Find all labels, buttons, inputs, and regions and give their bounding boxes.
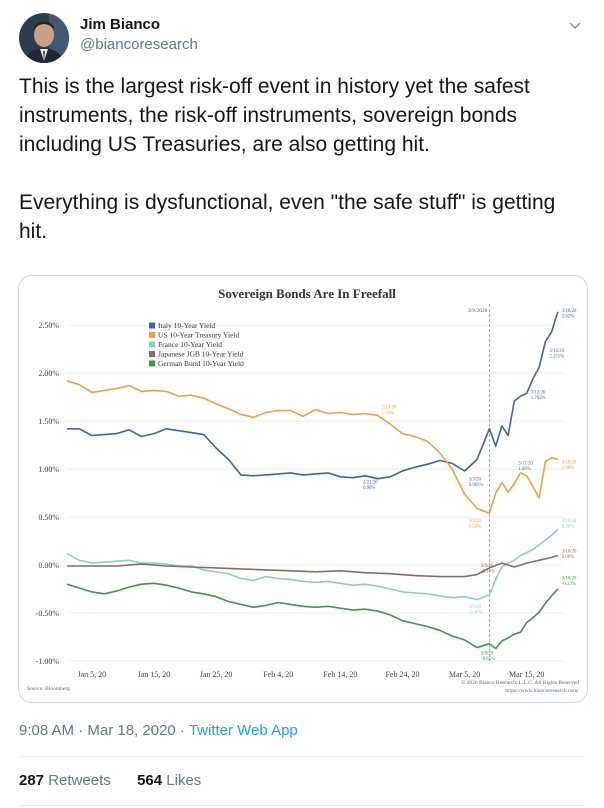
x-tick-label: Feb 14, 20 — [323, 670, 357, 679]
data-label: 3/9/20 -0.85% — [481, 651, 495, 662]
chart-url: https://www.biancoresearch.com/ — [505, 688, 579, 694]
divider — [19, 805, 585, 806]
data-label: 2/21/20 0.90% — [363, 481, 378, 492]
event-marker-label: 3/9/2020 — [468, 308, 488, 314]
avatar-image — [19, 13, 69, 63]
series-line-us — [66, 380, 559, 514]
y-tick-label: 0.50% — [38, 513, 59, 522]
x-tick-label: Mar 5, 20 — [449, 670, 480, 679]
y-tick-label: -1.00% — [36, 657, 60, 666]
legend-swatch — [149, 341, 155, 348]
retweets-label: Retweets — [48, 772, 111, 789]
likes-count: 564 — [137, 772, 163, 789]
chart-source: Source: Bloomberg — [27, 686, 70, 692]
data-label: 3/3/20 0.985% — [469, 478, 484, 489]
source-app-link[interactable]: Twitter Web App — [188, 722, 298, 739]
x-tick-label: Jan 5, 20 — [78, 670, 107, 679]
data-label: 3/18/20 2.62% — [562, 309, 577, 320]
y-tick-label: 0.00% — [38, 561, 59, 570]
likes-stat[interactable]: 564 Likes — [137, 772, 201, 789]
author-name[interactable]: Jim Bianco — [80, 16, 161, 33]
timestamp[interactable]: 9:08 AM · Mar 18, 2020 — [19, 722, 176, 739]
legend-entry: Japanese JGB 10-Year Yield — [158, 350, 244, 359]
y-tick-label: 1.50% — [38, 417, 59, 426]
chevron-down-icon[interactable] — [568, 18, 582, 32]
tweet-text: This is the largest risk-off event in hi… — [19, 75, 556, 243]
data-label: 3/16/20 2.155% — [549, 349, 564, 360]
legend-swatch — [149, 360, 155, 367]
tweet-meta: 9:08 AM · Mar 18, 2020 · Twitter Web App — [19, 722, 298, 739]
tweet-stats: 287 Retweets 564 Likes — [19, 772, 201, 789]
x-tick-label: Feb 4, 20 — [263, 670, 293, 679]
series-line-france — [66, 529, 559, 601]
legend-entry: German Bund 10-Year Yield — [158, 359, 244, 368]
y-tick-label: 2.00% — [38, 369, 59, 378]
x-tick-label: Jan 25, 20 — [200, 670, 233, 679]
retweets-stat[interactable]: 287 Retweets — [19, 772, 111, 789]
legend-swatch — [149, 322, 155, 329]
bond-yield-chart: Sovereign Bonds Are In Freefall 2.50% 2.0… — [27, 286, 579, 694]
data-label: 3/18/20 -0.33% — [562, 576, 577, 587]
legend-entry: Italy 10-Year Yield — [158, 321, 216, 330]
likes-label: Likes — [166, 772, 202, 789]
legend-entry: US 10-Year Treasury Yield — [158, 331, 240, 340]
divider — [19, 756, 585, 757]
retweets-count: 287 — [19, 772, 45, 789]
x-tick-label: Jan 15, 20 — [138, 670, 171, 679]
y-tick-label: 1.00% — [38, 465, 59, 474]
series-line-japan — [67, 554, 559, 578]
data-label: 3/18/20 0.36% — [562, 519, 577, 530]
data-label: 3/18/20 1.08% — [562, 460, 577, 471]
chart-title: Sovereign Bonds Are In Freefall — [218, 286, 396, 301]
data-label: 3/11/20 1.28% — [518, 461, 533, 472]
y-tick-label: 2.50% — [38, 321, 59, 330]
author-handle[interactable]: @biancoresearch — [80, 36, 198, 53]
y-tick-label: -0.50% — [36, 609, 60, 618]
x-tick-label: Feb 24, 20 — [385, 670, 419, 679]
legend-swatch — [149, 351, 155, 357]
data-label: 3/9/20 -0.16% — [481, 564, 495, 575]
data-label: 2/19/20 1.56% — [382, 406, 397, 417]
tweet-image[interactable]: Sovereign Bonds Are In Freefall 2.50% 2.0… — [18, 275, 588, 703]
x-tick-label: Mar 15, 20 — [509, 670, 544, 679]
series-line-germany — [66, 582, 559, 650]
data-label: 3/9/20 0.54% — [469, 519, 482, 530]
data-label: 3/9/20 -0.36% — [469, 605, 483, 616]
data-label: 3/12/20 1.765% — [531, 390, 546, 401]
data-label: 3/18/20 0.08% — [562, 550, 577, 561]
chart-copyright: © 2020 Bianco Research, L.L.C. All Right… — [461, 679, 579, 686]
avatar[interactable] — [19, 13, 69, 63]
legend-entry: France 10-Year Yield — [158, 340, 222, 349]
meta-separator: · — [175, 722, 189, 739]
legend-swatch — [149, 332, 155, 338]
series-line-italy — [67, 311, 559, 480]
